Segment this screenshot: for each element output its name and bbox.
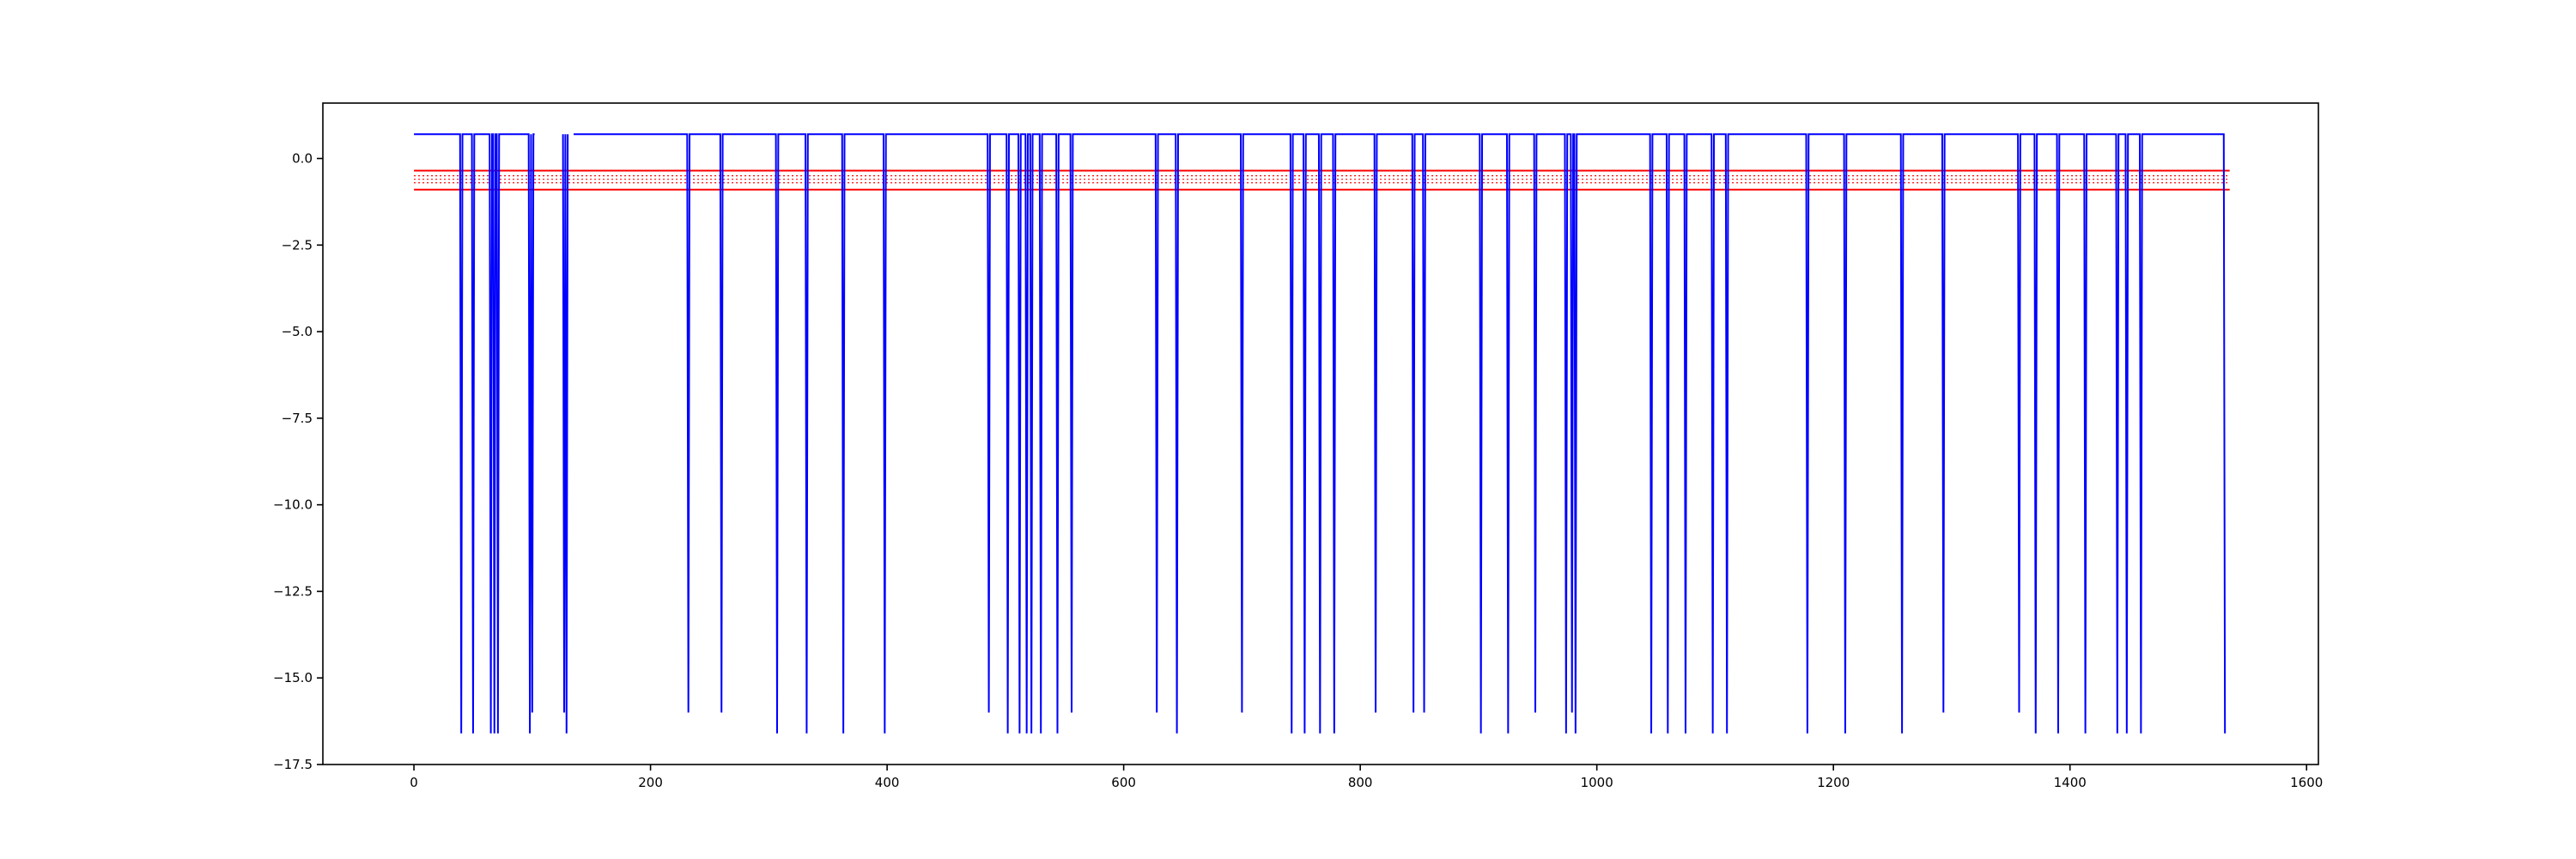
y-tick-label-4: −10.0 — [273, 497, 313, 513]
y-tick-label-2: −5.0 — [282, 324, 313, 339]
x-tick-label-3: 600 — [1111, 775, 1136, 790]
y-tick-label-6: −15.0 — [273, 670, 313, 685]
plot-area — [414, 133, 2230, 734]
y-tick-label-5: −12.5 — [273, 583, 313, 599]
series-line-segment-0 — [414, 133, 535, 734]
series-line-segment-1 — [562, 134, 569, 734]
x-tick-label-4: 800 — [1348, 775, 1373, 790]
x-tick-label-5: 1000 — [1581, 775, 1613, 790]
series-line-segment-2 — [574, 133, 2227, 734]
axes-frame — [322, 102, 2319, 765]
y-tick-label-0: 0.0 — [292, 151, 313, 167]
x-tick-label-2: 400 — [875, 775, 900, 790]
y-tick-label-1: −2.5 — [282, 237, 313, 253]
x-tick-label-1: 200 — [638, 775, 663, 790]
x-tick-label-8: 1600 — [2290, 775, 2323, 790]
x-tick-label-6: 1200 — [1817, 775, 1850, 790]
axes: 0 200 400 600 800 1000 1200 1400 1600 0.0 −2.5 −5.0… — [273, 102, 2323, 790]
x-tick-label-7: 1400 — [2054, 775, 2087, 790]
y-tick-label-3: −7.5 — [282, 411, 313, 426]
x-tick-label-0: 0 — [410, 775, 418, 790]
y-tick-label-7: −17.5 — [273, 757, 313, 772]
